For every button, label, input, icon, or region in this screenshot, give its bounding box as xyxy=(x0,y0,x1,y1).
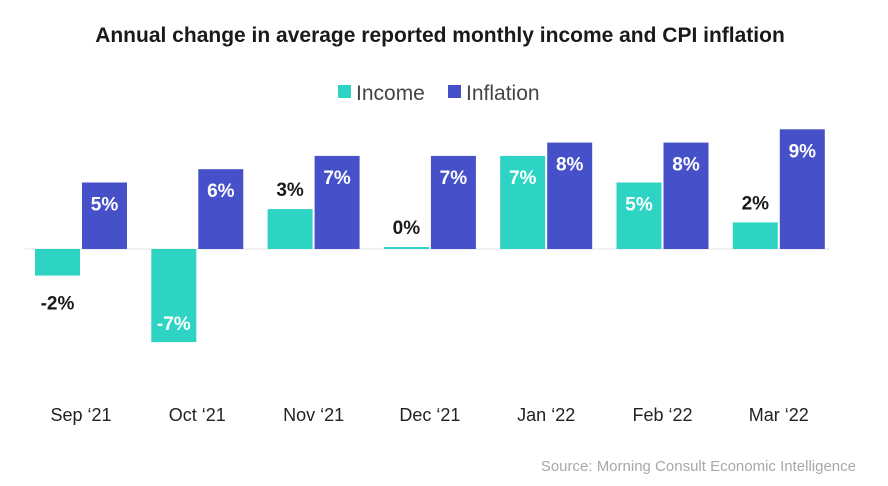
legend-label-inflation: Inflation xyxy=(466,82,540,105)
data-label-income-3: 0% xyxy=(393,218,421,239)
data-label-income-2: 3% xyxy=(276,180,304,201)
bar-income-2 xyxy=(267,209,313,249)
data-label-income-5: 5% xyxy=(625,195,653,216)
data-label-inflation-2: 7% xyxy=(323,168,351,189)
x-tick-label-6: Mar ‘22 xyxy=(749,405,809,425)
x-tick-label-3: Dec ‘21 xyxy=(399,405,460,425)
x-tick-label-5: Feb ‘22 xyxy=(632,405,692,425)
bar-inflation-5 xyxy=(663,142,709,249)
data-label-inflation-0: 5% xyxy=(91,195,119,216)
legend-swatch-income xyxy=(338,85,351,98)
x-tick-label-2: Nov ‘21 xyxy=(283,405,344,425)
bar-income-0 xyxy=(35,249,80,276)
x-tick-label-0: Sep ‘21 xyxy=(50,405,111,425)
x-tick-label-1: Oct ‘21 xyxy=(169,405,226,425)
bar-inflation-3 xyxy=(430,155,476,249)
data-label-inflation-6: 9% xyxy=(789,141,817,162)
bar-inflation-1 xyxy=(198,169,244,249)
data-label-inflation-4: 8% xyxy=(556,155,584,176)
legend-swatch-inflation xyxy=(448,85,461,98)
legend: Income Inflation xyxy=(338,82,540,105)
data-label-inflation-5: 8% xyxy=(672,155,700,176)
source-note: Source: Morning Consult Economic Intelli… xyxy=(541,458,856,475)
bar-income-6 xyxy=(732,222,778,249)
data-label-income-0: -2% xyxy=(41,294,75,315)
data-label-income-1: -7% xyxy=(157,314,191,335)
bar-income-3 xyxy=(383,247,429,249)
x-tick-label-4: Jan ‘22 xyxy=(517,405,575,425)
data-label-inflation-1: 6% xyxy=(207,181,235,202)
bar-inflation-4 xyxy=(547,142,593,249)
bar-income-5 xyxy=(616,182,662,249)
bar-inflation-6 xyxy=(779,129,825,249)
bar-inflation-2 xyxy=(314,155,360,249)
legend-label-income: Income xyxy=(356,82,425,105)
chart-title: Annual change in average reported monthl… xyxy=(95,24,785,47)
bar-income-4 xyxy=(500,155,546,249)
data-label-income-4: 7% xyxy=(509,168,537,189)
data-label-inflation-3: 7% xyxy=(440,168,468,189)
data-label-income-6: 2% xyxy=(742,193,770,214)
bar-income-1 xyxy=(151,249,197,343)
plot-area: -2% 5% Sep ‘21 -7% 6% Oct ‘21 3% 7% Nov ‘21 0% 7% D… xyxy=(25,129,830,425)
bar-inflation-0 xyxy=(82,182,127,249)
